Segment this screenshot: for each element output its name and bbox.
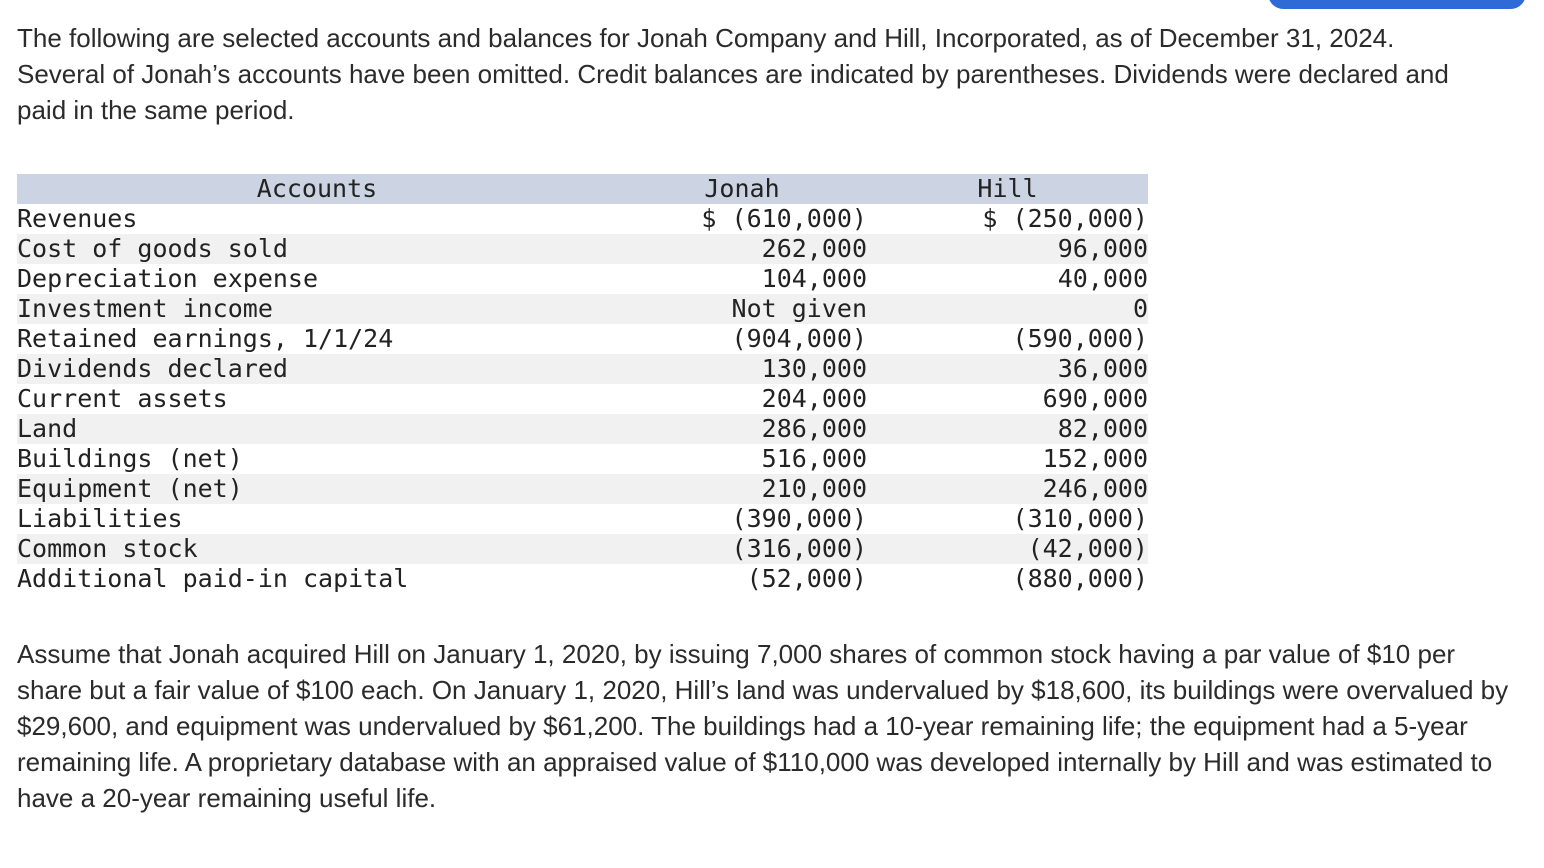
hill-cell: 36,000 — [1057, 354, 1148, 383]
hill-cell: (880,000) — [1012, 564, 1148, 593]
hill-cell: (590,000) — [1012, 324, 1148, 353]
accounts-table: Accounts Jonah Hill Revenues $ (610,000)… — [17, 174, 1148, 594]
table-row: Cost of goods sold 262,000 96,000 — [17, 234, 1148, 264]
account-cell: Common stock — [17, 534, 198, 563]
jonah-cell: Not given — [731, 294, 867, 323]
jonah-cell: 130,000 — [761, 354, 867, 383]
problem-statement: The following are selected accounts and … — [17, 23, 1509, 813]
jonah-cell: 210,000 — [761, 474, 867, 503]
intro-paragraph: The following are selected accounts and … — [17, 23, 1449, 125]
table-row: Dividends declared 130,000 36,000 — [17, 354, 1148, 384]
jonah-cell: (904,000) — [731, 324, 867, 353]
account-cell: Investment income — [17, 294, 273, 323]
table-row: Liabilities (390,000) (310,000) — [17, 504, 1148, 534]
table-row: Investment income Not given 0 — [17, 294, 1148, 324]
table-row: Common stock (316,000) (42,000) — [17, 534, 1148, 564]
jonah-cell: $ (610,000) — [701, 204, 867, 233]
account-cell: Retained earnings, 1/1/24 — [17, 324, 394, 353]
account-cell: Buildings (net) — [17, 444, 243, 473]
table-row: Additional paid-in capital (52,000) (880… — [17, 564, 1148, 594]
jonah-cell: 262,000 — [761, 234, 867, 263]
hill-cell: 690,000 — [1042, 384, 1148, 413]
hill-cell: 152,000 — [1042, 444, 1148, 473]
jonah-cell: 204,000 — [761, 384, 867, 413]
table-header-row: Accounts Jonah Hill — [17, 174, 1148, 204]
jonah-cell: 286,000 — [761, 414, 867, 443]
table-row: Equipment (net) 210,000 246,000 — [17, 474, 1148, 504]
account-cell: Liabilities — [17, 504, 183, 533]
top-right-button[interactable] — [1268, 0, 1526, 9]
jonah-cell: 516,000 — [761, 444, 867, 473]
hill-cell: (42,000) — [1027, 534, 1148, 563]
jonah-cell: (390,000) — [731, 504, 867, 533]
account-cell: Depreciation expense — [17, 264, 319, 293]
hill-cell: 0 — [1132, 294, 1148, 323]
account-cell: Dividends declared — [17, 354, 288, 383]
table-row: Depreciation expense 104,000 40,000 — [17, 264, 1148, 294]
table-row: Buildings (net) 516,000 152,000 — [17, 444, 1148, 474]
jonah-cell: 104,000 — [761, 264, 867, 293]
hill-cell: 96,000 — [1057, 234, 1148, 263]
header-accounts: Accounts — [17, 174, 617, 204]
jonah-cell: (52,000) — [746, 564, 867, 593]
hill-cell: $ (250,000) — [982, 204, 1148, 233]
table-row: Retained earnings, 1/1/24 (904,000) (590… — [17, 324, 1148, 354]
table-row: Revenues $ (610,000) $ (250,000) — [17, 204, 1148, 234]
hill-cell: (310,000) — [1012, 504, 1148, 533]
hill-cell: 40,000 — [1057, 264, 1148, 293]
account-cell: Land — [17, 414, 78, 443]
account-cell: Cost of goods sold — [17, 234, 288, 263]
jonah-cell: (316,000) — [731, 534, 867, 563]
header-jonah: Jonah — [617, 174, 867, 204]
hill-cell: 246,000 — [1042, 474, 1148, 503]
account-cell: Current assets — [17, 384, 228, 413]
table-row: Current assets 204,000 690,000 — [17, 384, 1148, 414]
account-cell: Equipment (net) — [17, 474, 243, 503]
table-row: Land 286,000 82,000 — [17, 414, 1148, 444]
account-cell: Revenues — [17, 204, 138, 233]
hill-cell: 82,000 — [1057, 414, 1148, 443]
header-hill: Hill — [867, 174, 1148, 204]
account-cell: Additional paid-in capital — [17, 564, 409, 593]
assumption-paragraph: Assume that Jonah acquired Hill on Janua… — [17, 639, 1509, 813]
